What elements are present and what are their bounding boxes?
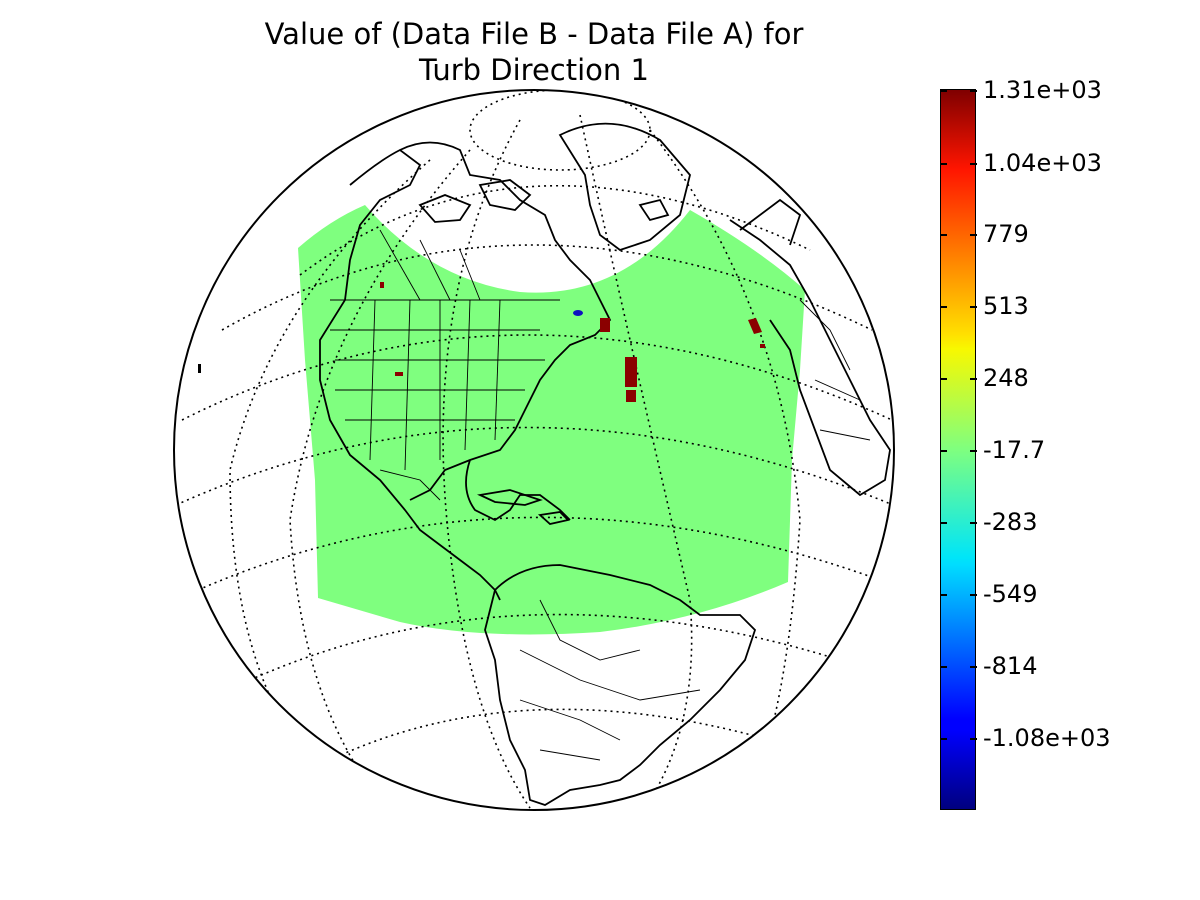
colorbar-tick-label: -17.7	[983, 436, 1046, 465]
anomaly-patches	[380, 282, 765, 402]
colorbar-tick-label: -814	[983, 652, 1038, 681]
colorbar-tick-label: 1.04e+03	[983, 149, 1102, 178]
chart-title: Value of (Data File B - Data File A) for…	[234, 16, 834, 88]
colorbar-tick	[970, 522, 977, 524]
colorbar-tick-label: 779	[983, 220, 1029, 249]
colorbar-tick	[940, 163, 947, 165]
colorbar-tick	[940, 450, 947, 452]
colorbar-tick	[970, 450, 977, 452]
colorbar-tick	[970, 306, 977, 308]
coastlines	[319, 122, 891, 806]
colorbar-tick-label: -549	[983, 580, 1038, 609]
colorbar-tick	[970, 738, 977, 740]
colorbar-tick	[970, 594, 977, 596]
globe-outline	[173, 89, 895, 811]
colorbar-tick	[970, 378, 977, 380]
colorbar-tick	[940, 378, 947, 380]
colorbar-tick	[940, 90, 947, 92]
colorbar-tick	[940, 738, 947, 740]
colorbar-tick	[970, 666, 977, 668]
colorbar	[940, 89, 976, 810]
colorbar-tick	[970, 90, 977, 92]
colorbar-tick-label: 1.31e+03	[983, 76, 1102, 104]
colorbar-tick-label: 248	[983, 364, 1029, 393]
colorbar-tick-label: -1.08e+03	[983, 724, 1111, 753]
colorbar-gradient	[941, 90, 976, 809]
colorbar-tick	[940, 234, 947, 236]
colorbar-tick	[940, 306, 947, 308]
title-line-2: Turb Direction 1	[419, 53, 649, 87]
colorbar-tick	[940, 522, 947, 524]
colorbar-tick	[970, 234, 977, 236]
colorbar-tick-label: 513	[983, 292, 1029, 321]
political-borders	[330, 229, 871, 761]
colorbar-tick	[940, 594, 947, 596]
colorbar-tick-label: -283	[983, 508, 1038, 537]
graticule-meridians	[229, 114, 801, 809]
colorbar-tick	[970, 163, 977, 165]
data-field-region	[298, 205, 805, 635]
title-line-1: Value of (Data File B - Data File A) for	[264, 17, 804, 51]
colorbar-tick	[940, 666, 947, 668]
